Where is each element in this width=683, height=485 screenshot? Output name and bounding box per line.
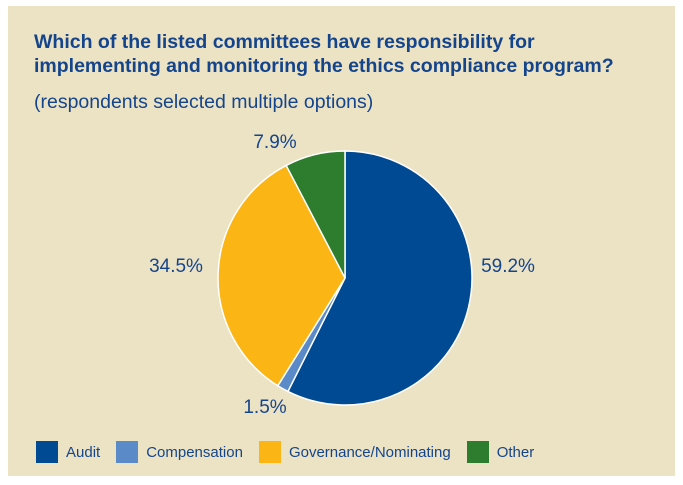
data-label-audit: 59.2% [481, 256, 535, 277]
chart-subtitle: (respondents selected multiple options) [34, 91, 374, 113]
legend-swatch-governance-nominating [258, 441, 281, 463]
pie-slice-audit [286, 150, 473, 406]
pie-slice-other [285, 150, 346, 279]
legend-item-compensation: Compensation [116, 441, 243, 463]
legend-label-audit: Audit [66, 443, 101, 461]
data-label-compensation: 1.5% [243, 397, 286, 418]
legend-item-other: Other [466, 441, 535, 463]
legend-swatch-other [466, 441, 489, 463]
chart-title: Which of the listed committees have resp… [34, 31, 614, 77]
data-label-governance-nominating: 34.5% [149, 256, 203, 277]
legend-swatch-compensation [116, 441, 139, 463]
legend-label-governance-nominating: Governance/Nominating [288, 443, 451, 461]
legend-swatch-audit [36, 441, 58, 463]
legend-item-governance-nominating: Governance/Nominating [258, 441, 451, 463]
legend-item-audit: Audit [36, 441, 100, 463]
legend-label-other: Other [496, 443, 535, 461]
chart-legend: Audit Compensation Governance/Nominating… [36, 440, 550, 464]
pie-slice-governance-nominating [217, 164, 346, 387]
legend-label-compensation: Compensation [146, 443, 243, 461]
data-label-other: 7.9% [253, 132, 296, 153]
